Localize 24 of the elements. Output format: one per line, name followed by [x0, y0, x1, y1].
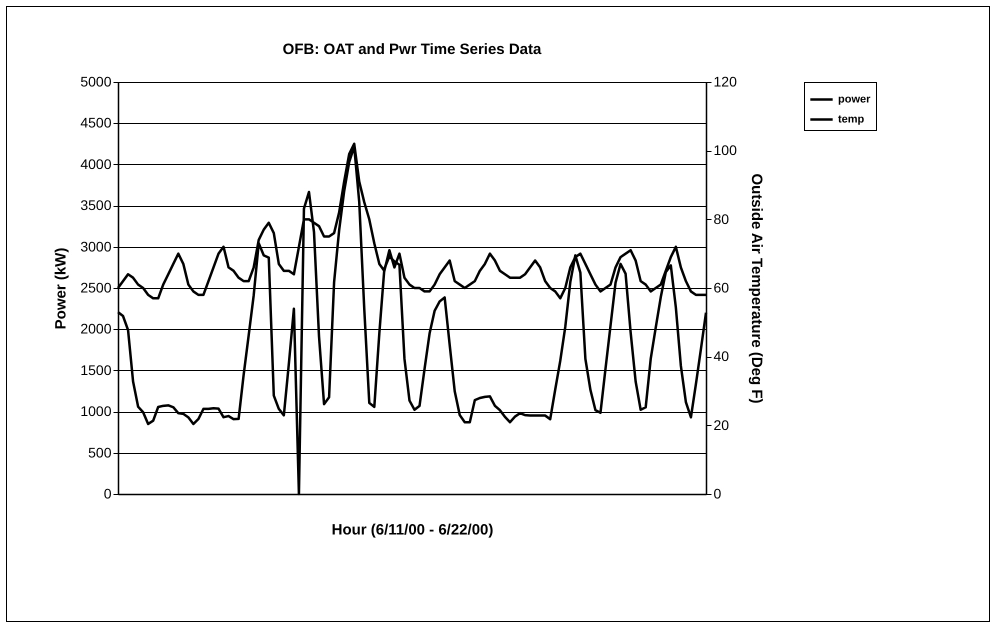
y-tick-label: 3000 [80, 238, 112, 254]
y2-tick-label: 40 [714, 348, 730, 364]
y-tick-label: 0 [104, 486, 112, 502]
y-tick-label: 3500 [80, 197, 112, 214]
y-tick-label: 4500 [80, 114, 112, 131]
y-tick-label: 4000 [80, 156, 112, 172]
y2-tick-label: 0 [714, 486, 722, 502]
y2-tick-label: 80 [714, 210, 730, 227]
y-tick-label: 500 [88, 444, 112, 460]
y-axis-title: Power (kW) [52, 248, 70, 330]
y-tick-label: 2000 [80, 320, 112, 337]
y-tick-label: 1000 [80, 403, 112, 420]
y2-tick-label: 120 [714, 74, 738, 90]
legend-label: temp [838, 114, 865, 126]
y-tick-label: 2500 [80, 280, 112, 296]
y2-tick-label: 100 [714, 142, 738, 158]
y2-tick-label: 60 [714, 280, 730, 296]
y2-tick-label: 20 [714, 416, 730, 433]
chart-title: OFB: OAT and Pwr Time Series Data [282, 41, 542, 58]
y-tick-label: 1500 [80, 362, 112, 378]
x-axis-title: Hour (6/11/00 - 6/22/00) [332, 522, 494, 538]
y2-axis-title: Outside Air Temperature (Deg F) [748, 173, 765, 404]
y-tick-label: 5000 [80, 74, 112, 90]
legend-label: power [838, 94, 872, 106]
